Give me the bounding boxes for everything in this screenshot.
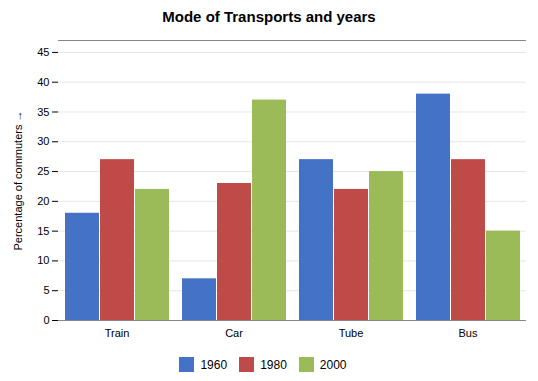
- svg-text:25: 25: [37, 165, 49, 177]
- svg-text:20: 20: [37, 195, 49, 207]
- html-text:1980: 1980: [260, 357, 287, 372]
- svg-text:Train: Train: [105, 327, 130, 339]
- svg-text:Car: Car: [225, 327, 243, 339]
- svg-text:40: 40: [37, 76, 49, 88]
- svg-text:Percentage of commuters →: Percentage of commuters →: [12, 110, 24, 250]
- svg-text:45: 45: [37, 46, 49, 58]
- svg-text:15: 15: [37, 225, 49, 237]
- svg-text:Bus: Bus: [459, 327, 478, 339]
- svg-text:35: 35: [37, 106, 49, 118]
- svg-text:30: 30: [37, 135, 49, 147]
- html-text:2000: 2000: [319, 357, 347, 372]
- html-text:Mode of Transports and years: Mode of Transports and years: [162, 8, 376, 25]
- svg-text:Tube: Tube: [339, 327, 364, 339]
- svg-text:0: 0: [43, 314, 49, 326]
- svg-text:10: 10: [37, 254, 49, 266]
- html-text:1960: 1960: [200, 357, 228, 372]
- svg-text:5: 5: [43, 284, 49, 296]
